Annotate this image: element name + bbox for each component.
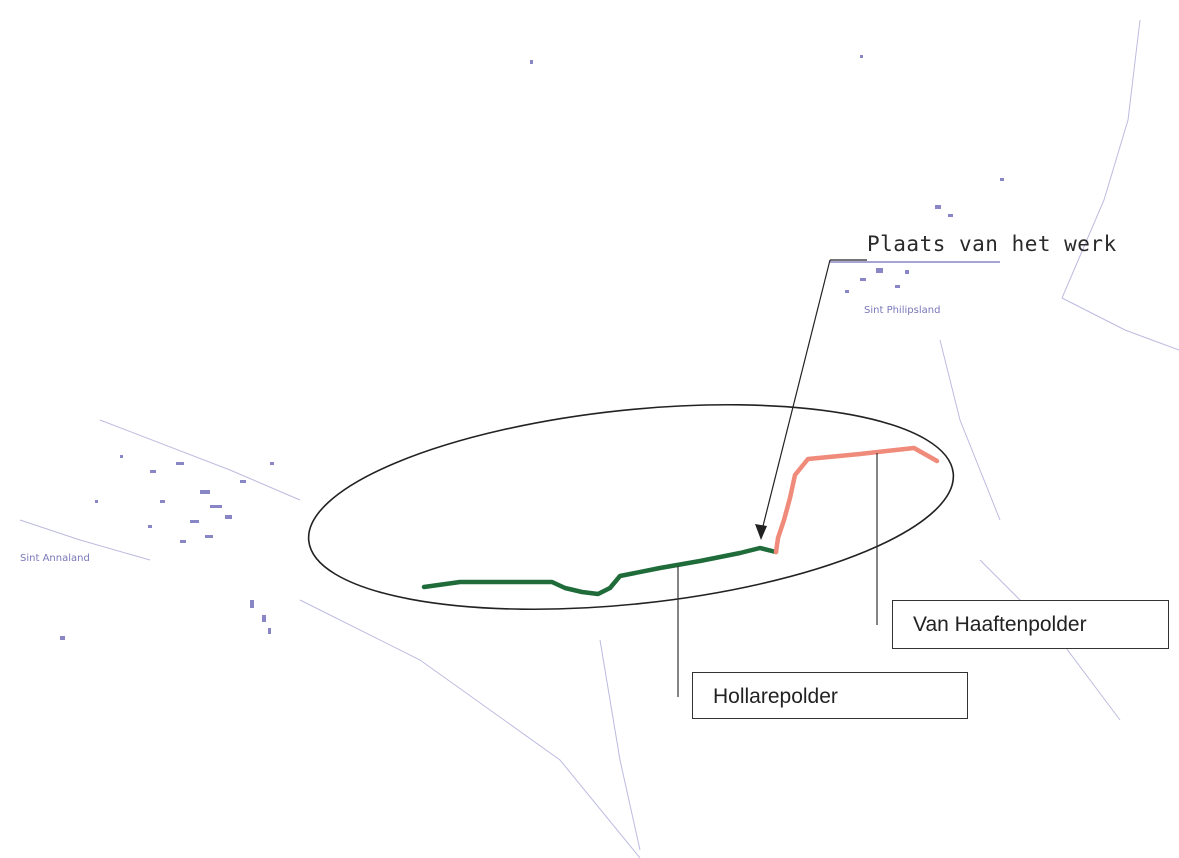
base-map [19, 19, 1179, 858]
base-map-road [99, 419, 301, 501]
town-label-sint-philipsland: Sint Philipsland [864, 305, 941, 316]
hollarepolder-dike-line [421, 545, 779, 597]
pointer-arrow-shaft [760, 259, 831, 535]
van-haaftenpolder-label: Van Haaftenpolder [913, 613, 1087, 636]
van-haaftenpolder-callout: Van Haaftenpolder [892, 600, 1169, 649]
base-map-road [19, 519, 151, 561]
town-cluster-sint-philipsland [530, 55, 1004, 293]
base-map-road [1061, 19, 1141, 299]
work-area-ellipse [307, 403, 955, 611]
van-haaftenpolder-dike-line [773, 445, 940, 555]
hollarepolder-label: Hollarepolder [713, 685, 838, 708]
base-map-road [599, 639, 641, 851]
base-map-road [299, 599, 641, 858]
arrow-head-icon [755, 524, 767, 540]
hollarepolder-callout: Hollarepolder [692, 672, 968, 719]
base-map-road [1061, 297, 1179, 351]
town-cluster-sint-annaland [60, 455, 274, 640]
work-site-label: Plaats van het werk [867, 232, 1117, 256]
town-label-sint-annaland: Sint Annaland [20, 553, 90, 564]
base-map-road [939, 339, 1001, 521]
work-site-pointer [755, 259, 867, 540]
